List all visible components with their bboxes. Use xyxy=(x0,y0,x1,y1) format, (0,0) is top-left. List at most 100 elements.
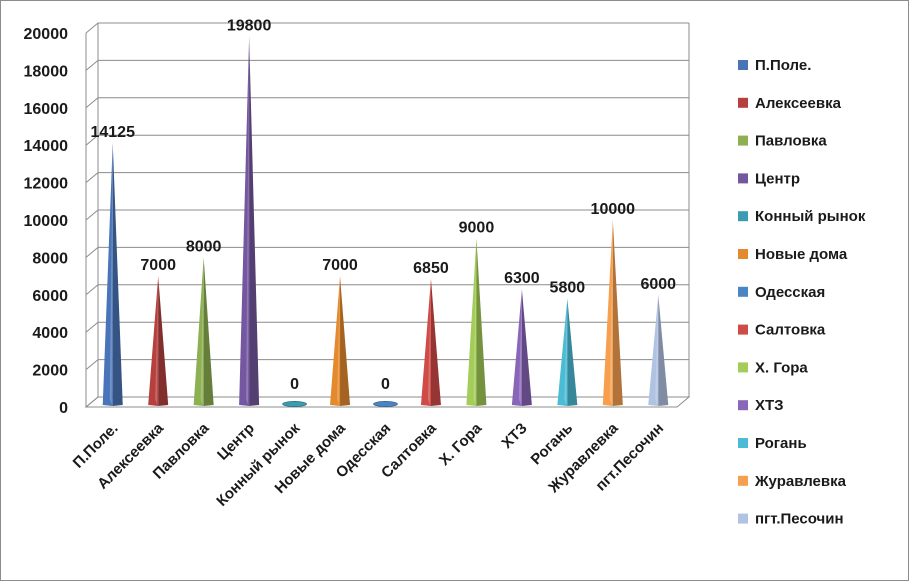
gridline xyxy=(85,172,689,183)
bar-10 xyxy=(511,289,532,406)
bar-highlight xyxy=(155,276,159,405)
y-tick-label: 14000 xyxy=(24,138,69,155)
legend-swatch xyxy=(738,513,748,524)
bar-face-right xyxy=(340,276,351,406)
legend-label: Новые дома xyxy=(755,246,848,263)
data-label: 0 xyxy=(290,376,299,393)
bar-face-left xyxy=(420,278,431,406)
gridline xyxy=(85,246,689,258)
y-tick-label: 6000 xyxy=(32,288,68,305)
legend-swatch xyxy=(738,286,748,297)
bar-face-left xyxy=(102,142,113,407)
bar-face-left xyxy=(557,298,568,406)
data-label: 10000 xyxy=(591,201,636,218)
y-tick-label: 12000 xyxy=(24,176,69,193)
bar-highlight xyxy=(518,289,522,405)
legend-swatch xyxy=(738,362,748,373)
bar-highlight xyxy=(200,257,204,405)
bar-highlight xyxy=(473,238,477,405)
legend-swatch xyxy=(738,135,748,146)
bar-2 xyxy=(148,276,169,406)
bar-face-right xyxy=(430,278,441,406)
gridline xyxy=(85,59,689,71)
bar-7 xyxy=(373,401,398,407)
bar-6 xyxy=(330,276,351,406)
gridline xyxy=(85,284,689,296)
floor xyxy=(84,396,691,408)
x-tick-label: Конный рынок xyxy=(213,419,303,509)
legend-swatch xyxy=(738,97,748,108)
legend-label: Алексеевка xyxy=(755,95,842,112)
bar-11 xyxy=(557,298,578,406)
bar-face-left xyxy=(648,294,659,406)
gridline xyxy=(85,134,689,146)
legend-swatch xyxy=(738,400,748,411)
legend-label: Х. Гора xyxy=(755,359,808,376)
legend-label: Центр xyxy=(755,170,800,187)
data-label: 19800 xyxy=(227,18,272,35)
bar-12 xyxy=(602,220,623,406)
y-tick-label: 10000 xyxy=(24,213,69,230)
bar-face-left xyxy=(239,36,250,407)
gridline xyxy=(85,22,689,34)
bar-face-left xyxy=(148,276,159,406)
legend-swatch xyxy=(738,60,748,70)
bar-highlight xyxy=(609,220,613,405)
data-label: 5800 xyxy=(550,280,586,297)
bar-face-left xyxy=(193,257,204,406)
bar-zero-base xyxy=(282,401,307,407)
bar-face-right xyxy=(612,220,623,406)
bar-face-right xyxy=(203,257,214,406)
data-label: 6850 xyxy=(413,260,449,277)
bar-face-right xyxy=(476,238,487,406)
bar-highlight xyxy=(337,276,341,405)
legend-swatch xyxy=(738,249,748,259)
bar-highlight xyxy=(564,298,568,405)
data-label: 14125 xyxy=(90,124,135,141)
legend-label: Конный рынок xyxy=(755,208,866,225)
bar-13 xyxy=(648,294,669,406)
gridline xyxy=(85,321,689,333)
bar-highlight xyxy=(109,142,113,406)
data-label: 6000 xyxy=(640,276,676,293)
y-tick-label: 16000 xyxy=(24,101,69,118)
bar-zero-base xyxy=(373,401,398,407)
gridline xyxy=(85,97,689,109)
data-label: 0 xyxy=(381,376,390,393)
legend-swatch xyxy=(738,173,748,184)
legend-swatch xyxy=(738,475,748,486)
bar-1 xyxy=(102,142,123,407)
legend-label: Павловка xyxy=(755,133,827,150)
legend-label: Салтовка xyxy=(755,322,826,339)
bar-face-left xyxy=(466,238,477,406)
bar-face-left xyxy=(602,220,613,406)
legend-label: П.Поле. xyxy=(755,57,811,74)
gridline xyxy=(85,359,689,370)
data-label: 7000 xyxy=(322,257,358,274)
y-tick-label: 2000 xyxy=(32,363,68,380)
bar-highlight xyxy=(427,278,431,405)
bar-8 xyxy=(420,278,441,406)
y-tick-label: 4000 xyxy=(32,325,68,342)
legend-label: пгт.Песочин xyxy=(755,511,844,528)
bar-face-left xyxy=(511,289,522,406)
bar-3 xyxy=(193,257,214,406)
bar-highlight xyxy=(655,294,659,405)
legend-swatch xyxy=(738,211,748,222)
legend: П.Поле. Алексеевка Павловка Центр Конный рын… xyxy=(738,57,866,528)
y-tick-label: 18000 xyxy=(24,63,69,80)
data-label: 8000 xyxy=(186,238,222,255)
data-label: 6300 xyxy=(504,270,540,287)
legend-swatch xyxy=(738,438,748,448)
bar-face-right xyxy=(249,36,260,407)
legend-label: Одесская xyxy=(755,284,825,301)
legend-label: ХТЗ xyxy=(755,397,784,414)
bar-4 xyxy=(239,36,260,407)
bar-face-left xyxy=(330,276,341,406)
legend-swatch xyxy=(738,324,748,335)
y-tick-label: 8000 xyxy=(32,250,68,267)
bar-highlight xyxy=(246,36,250,406)
bar-face-right xyxy=(658,294,669,406)
